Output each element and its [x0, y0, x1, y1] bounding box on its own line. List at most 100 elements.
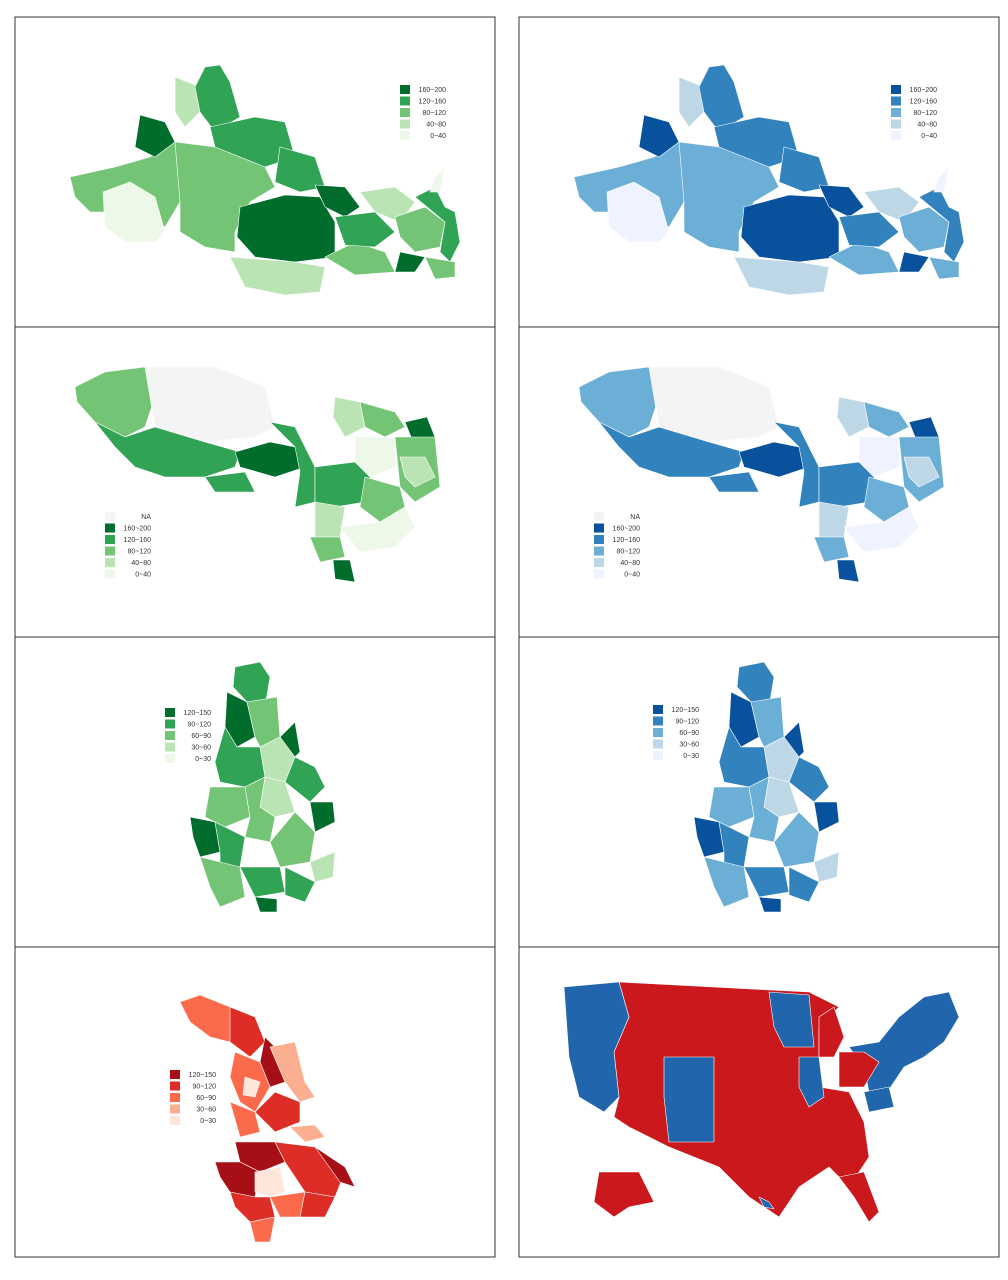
legend-label: 40~80 — [131, 560, 151, 567]
legend-swatch — [170, 1093, 180, 1102]
region — [289, 1124, 326, 1143]
legend-label: 0~40 — [921, 133, 937, 140]
region — [189, 816, 221, 858]
legend: NA 160~200 120~160 80~120 40~80 0~40 — [105, 512, 151, 579]
legend-label: NA — [141, 514, 151, 521]
legend-swatch — [891, 131, 901, 140]
region — [279, 721, 301, 758]
region — [332, 559, 356, 583]
legend-label: 160~200 — [910, 87, 938, 94]
region — [788, 866, 820, 903]
region — [399, 456, 436, 488]
region — [703, 856, 750, 908]
legend-label: 80~120 — [127, 548, 151, 555]
region — [836, 559, 860, 583]
region — [274, 146, 326, 193]
region — [798, 1056, 825, 1108]
region — [334, 211, 396, 248]
region — [928, 256, 960, 280]
legend-label: 120~160 — [124, 537, 152, 544]
legend-swatch — [105, 535, 115, 544]
legend-label: 0~30 — [200, 1118, 216, 1125]
region — [918, 186, 965, 263]
legend-label: 120~150 — [184, 710, 212, 717]
legend-swatch — [891, 85, 901, 94]
legend: 160~200 120~160 80~120 40~80 0~40 — [400, 85, 446, 140]
legend-label: 120~150 — [189, 1072, 217, 1079]
region — [354, 436, 396, 478]
region — [204, 471, 256, 493]
legend-label: 120~150 — [672, 707, 700, 714]
region — [242, 1076, 261, 1098]
region — [254, 1091, 301, 1133]
region — [249, 1216, 276, 1243]
legend-label: 60~90 — [191, 733, 211, 740]
panel-frame — [14, 946, 496, 1258]
legend-label: 120~160 — [419, 98, 447, 105]
region — [254, 1166, 286, 1198]
legend-label: 30~60 — [191, 744, 211, 751]
region — [733, 256, 830, 296]
region — [284, 866, 316, 903]
legend-label: 0~40 — [430, 133, 446, 140]
region — [229, 1006, 266, 1058]
map — [578, 366, 945, 583]
legend-label: 90~120 — [192, 1083, 216, 1090]
legend-label: 40~80 — [426, 121, 446, 128]
map-panel: 160~200 120~160 80~120 40~80 0~40 — [14, 16, 496, 328]
legend: 160~200 120~160 80~120 40~80 0~40 — [891, 85, 937, 140]
panel-frame — [518, 946, 1000, 1258]
region — [813, 851, 840, 883]
region — [578, 366, 660, 438]
legend-label: 30~60 — [679, 741, 699, 748]
region — [728, 691, 760, 748]
legend-swatch — [105, 569, 115, 579]
region — [788, 756, 830, 803]
legend-label: 160~200 — [613, 525, 641, 532]
legend-swatch — [594, 535, 604, 544]
legend-label: 160~200 — [419, 87, 447, 94]
legend-label: 120~160 — [613, 537, 641, 544]
legend-swatch — [594, 569, 604, 579]
region — [394, 251, 426, 273]
legend-swatch — [400, 85, 410, 94]
region — [299, 1191, 336, 1218]
region — [818, 1006, 845, 1058]
region — [424, 256, 456, 280]
region — [269, 421, 316, 508]
region — [429, 166, 446, 193]
region — [199, 856, 246, 908]
region — [708, 786, 755, 828]
legend-swatch — [165, 731, 175, 740]
region — [332, 396, 366, 438]
legend-label: 0~40 — [135, 571, 151, 578]
region — [768, 991, 815, 1048]
legend-label: 120~160 — [910, 98, 938, 105]
legend-swatch — [653, 751, 663, 760]
map-panel: NA 160~200 120~160 80~120 40~80 0~40 — [518, 326, 1000, 638]
legend-swatch — [165, 754, 175, 763]
legend-swatch — [653, 739, 663, 749]
legend-label: 40~80 — [620, 560, 640, 567]
region — [234, 1141, 286, 1173]
legend: 120~150 90~120 60~90 30~60 0~30 — [165, 708, 211, 763]
legend-label: 60~90 — [679, 730, 699, 737]
region — [778, 146, 830, 193]
region — [843, 506, 920, 553]
legend-swatch — [400, 108, 410, 117]
region — [174, 76, 201, 128]
map-panel: NA 160~200 120~160 80~120 40~80 0~40 — [14, 326, 496, 638]
region — [903, 456, 940, 488]
map-panel: 120~150 90~120 60~90 30~60 0~30 — [14, 636, 496, 948]
legend-swatch — [594, 546, 604, 556]
region — [813, 801, 840, 833]
region — [678, 141, 780, 253]
region — [813, 536, 850, 563]
legend-label: 30~60 — [196, 1106, 216, 1113]
legend-swatch — [891, 108, 901, 117]
region — [394, 206, 446, 253]
legend-swatch — [165, 742, 175, 752]
legend-swatch — [165, 719, 175, 729]
region — [563, 981, 630, 1113]
region — [314, 1146, 356, 1188]
